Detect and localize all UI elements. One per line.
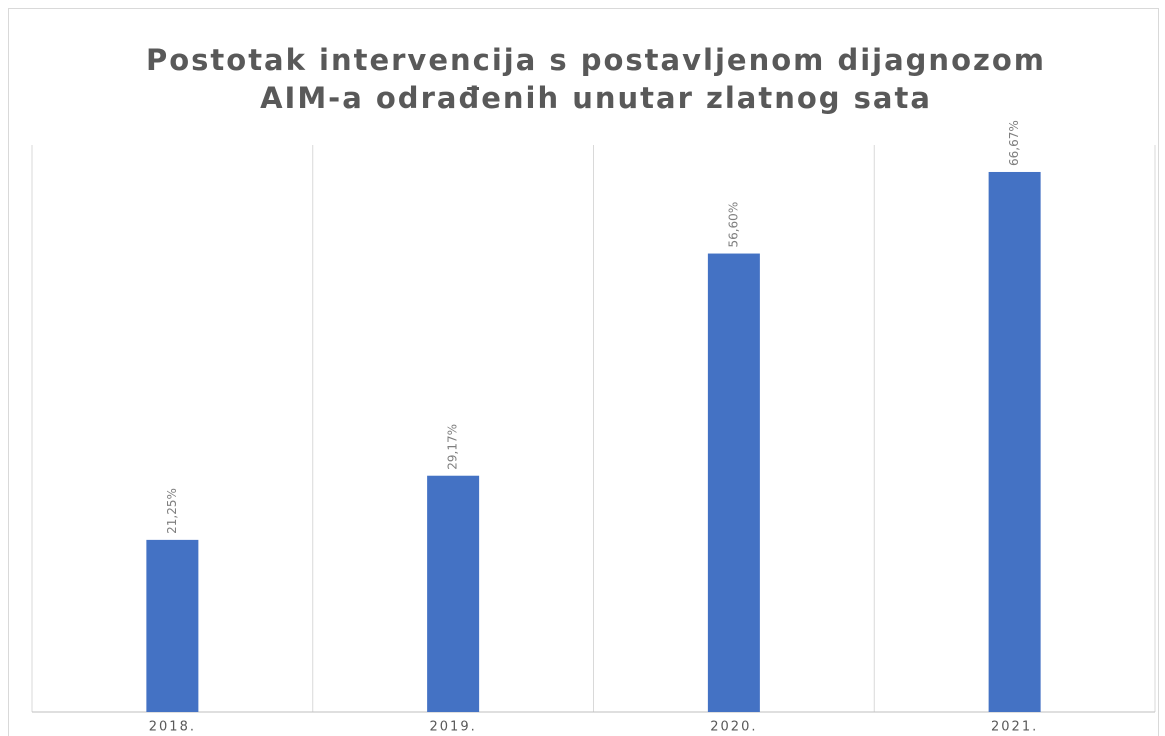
bar: [707, 253, 760, 713]
data-label: 21,25%: [165, 488, 179, 534]
bar: [988, 171, 1041, 712]
x-tick-label: 2021.: [991, 720, 1038, 735]
chart-border: [8, 8, 1159, 736]
data-label: 66,67%: [1007, 120, 1021, 166]
chart-title: Postotak intervencija s postavljenom dij…: [146, 43, 1046, 77]
chart-title: AIM-a odrađenih unutar zlatnog sata: [260, 81, 932, 115]
x-tick-label: 2018.: [149, 720, 196, 735]
data-label: 56,60%: [726, 202, 740, 248]
bar: [146, 539, 199, 712]
x-tick-label: 2019.: [430, 720, 477, 735]
bar: [427, 475, 480, 712]
data-label: 29,17%: [446, 424, 460, 470]
x-tick-label: 2020.: [710, 720, 757, 735]
